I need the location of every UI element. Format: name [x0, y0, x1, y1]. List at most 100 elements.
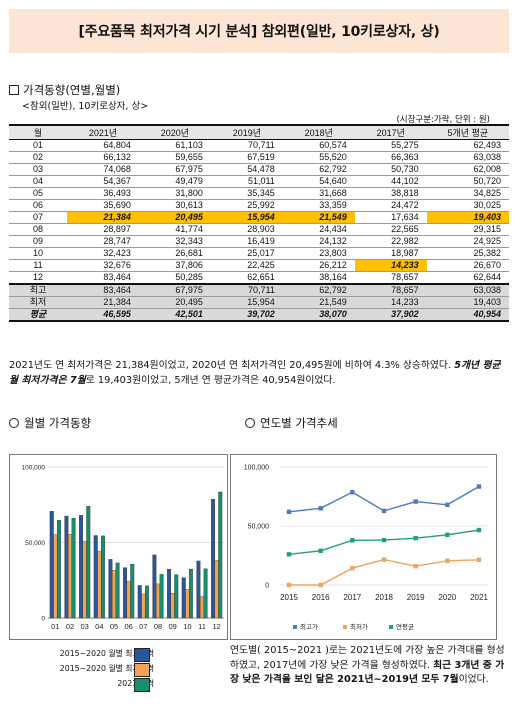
x-tick-label: 2020 [438, 593, 456, 602]
legend-label-max: 2015~2020 월별 최고가격 [59, 649, 154, 658]
table-cell: 33,359 [282, 199, 355, 212]
table-cell: 29,315 [426, 223, 509, 236]
data-point [476, 484, 482, 489]
legend-swatch-2021 [134, 678, 150, 692]
column-header: 2020년 [138, 124, 211, 140]
data-point [286, 582, 292, 588]
table-cell: 25,992 [210, 199, 283, 212]
circle-bullet-icon [245, 418, 255, 428]
legend-label: 연평균 [396, 622, 414, 631]
row-label: 06 [9, 199, 67, 212]
table-cell: 25,017 [210, 247, 283, 260]
bar [123, 567, 128, 619]
table-cell: 15,954 [210, 211, 283, 224]
table-cell: 74,068 [67, 163, 139, 176]
yearly-heading-text: 연도별 가격추세 [260, 416, 338, 430]
bar [68, 534, 72, 619]
table-row: 최고 83,464 67,975 70,711 62,792 78,657 63,038 [9, 283, 509, 297]
table-cell: 42,501 [138, 308, 211, 322]
data-point [350, 538, 355, 543]
table-cell: 62,493 [426, 139, 509, 152]
table-cell: 38,070 [282, 308, 355, 322]
table-cell: 62,644 [426, 271, 509, 285]
series-line [289, 558, 480, 586]
legend-label: 최저가 [350, 622, 368, 631]
table-cell: 78,657 [354, 271, 427, 285]
table-row: 09 28,747 32,343 16,419 24,132 22,982 24,925 [9, 235, 509, 248]
table-cell: 70,711 [210, 139, 283, 152]
table-cell: 28,747 [67, 235, 139, 248]
row-label: 01 [9, 139, 67, 152]
legend-label: 최고가 [300, 622, 318, 631]
row-label: 05 [9, 187, 67, 200]
row-label: 02 [9, 151, 67, 164]
yearly-line-chart: 0 50,000 100,000 2015 2016 2017 2018 2019 2020 20… [230, 454, 497, 640]
bar [137, 585, 142, 619]
table-cell: 24,132 [282, 235, 355, 248]
section-heading-text: 가격동향(연별,월별) [23, 83, 121, 97]
table-cell: 54,478 [210, 163, 283, 176]
row-label: 10 [9, 247, 67, 260]
table-cell: 21,549 [282, 296, 355, 309]
table-cell: 63,038 [426, 283, 509, 297]
table-cell: 22,982 [354, 235, 427, 248]
y-tick-label: 100,000 [22, 465, 46, 472]
table-cell: 62,651 [210, 271, 283, 285]
table-cell: 66,132 [67, 151, 139, 164]
data-point [413, 535, 418, 541]
data-point [318, 506, 323, 511]
section-heading-monthly: 월별 가격동향 [9, 415, 91, 431]
table-cell: 19,403 [426, 296, 509, 309]
table-cell: 44,102 [354, 175, 427, 188]
row-label: 11 [9, 259, 67, 272]
table-cell: 50,720 [426, 175, 509, 188]
bar [64, 515, 69, 619]
bar [156, 583, 160, 619]
table-cell: 54,367 [67, 175, 139, 188]
page-title: [주요품목 최저가격 시기 분석] 참외편(일반, 10키로상자, 상) [9, 9, 509, 53]
bar [185, 589, 190, 619]
legend-marker [389, 625, 393, 629]
summary-text-1: 2021년도 연 최저가격은 21,384원이었고, 2020년 연 최저가격인… [9, 360, 455, 371]
bar [211, 499, 216, 619]
table-cell: 70,711 [210, 283, 283, 297]
row-label: 최저 [9, 296, 67, 309]
bar [97, 551, 102, 619]
bar [126, 580, 131, 619]
x-tick-label: 02 [66, 622, 74, 631]
bar [200, 596, 204, 619]
table-cell: 62,792 [282, 163, 355, 176]
bar [100, 535, 105, 619]
bar [174, 574, 179, 619]
legend-label-2021: 2021 가격 [117, 679, 154, 688]
bar [152, 554, 157, 619]
table-cell: 64,804 [67, 139, 139, 152]
table-cell: 36,493 [67, 187, 139, 200]
bar [167, 569, 172, 619]
bar [144, 585, 149, 619]
summary-paragraph: 2021년도 연 최저가격은 21,384원이었고, 2020년 연 최저가격인… [9, 358, 509, 388]
table-cell: 38,164 [282, 271, 355, 285]
row-label: 07 [9, 211, 67, 224]
table-cell: 62,008 [426, 163, 509, 176]
bar [159, 574, 164, 619]
x-tick-label: 10 [183, 622, 191, 631]
table-row: 평균 46,595 42,501 39,702 38,070 37,902 40,954 [9, 308, 509, 322]
section-heading-yearly: 연도별 가격추세 [245, 415, 338, 431]
table-cell: 40,954 [426, 308, 509, 322]
data-point [445, 558, 450, 564]
section-heading-price-trend: 가격동향(연별,월별) [9, 82, 120, 98]
yearly-text-1: 연도별( 2015~2021 )로는 2021년도에 가장 높은 가격대를 형성… [230, 645, 505, 671]
data-point [413, 499, 418, 504]
table-row: 12 83,464 50,285 62,651 38,164 78,657 62,644 [9, 271, 509, 285]
bar [49, 511, 54, 619]
data-point [318, 582, 323, 588]
bar [93, 535, 98, 619]
bar [170, 593, 175, 619]
table-cell: 24,434 [282, 223, 355, 236]
row-label: 12 [9, 271, 67, 285]
price-table: 월 2021년 2020년 2019년 2018년 2017년 5개년 평균 01 64,80… [9, 124, 509, 322]
table-cell: 28,903 [210, 223, 283, 236]
x-tick-label: 06 [124, 622, 132, 631]
x-tick-label: 2019 [407, 593, 425, 602]
